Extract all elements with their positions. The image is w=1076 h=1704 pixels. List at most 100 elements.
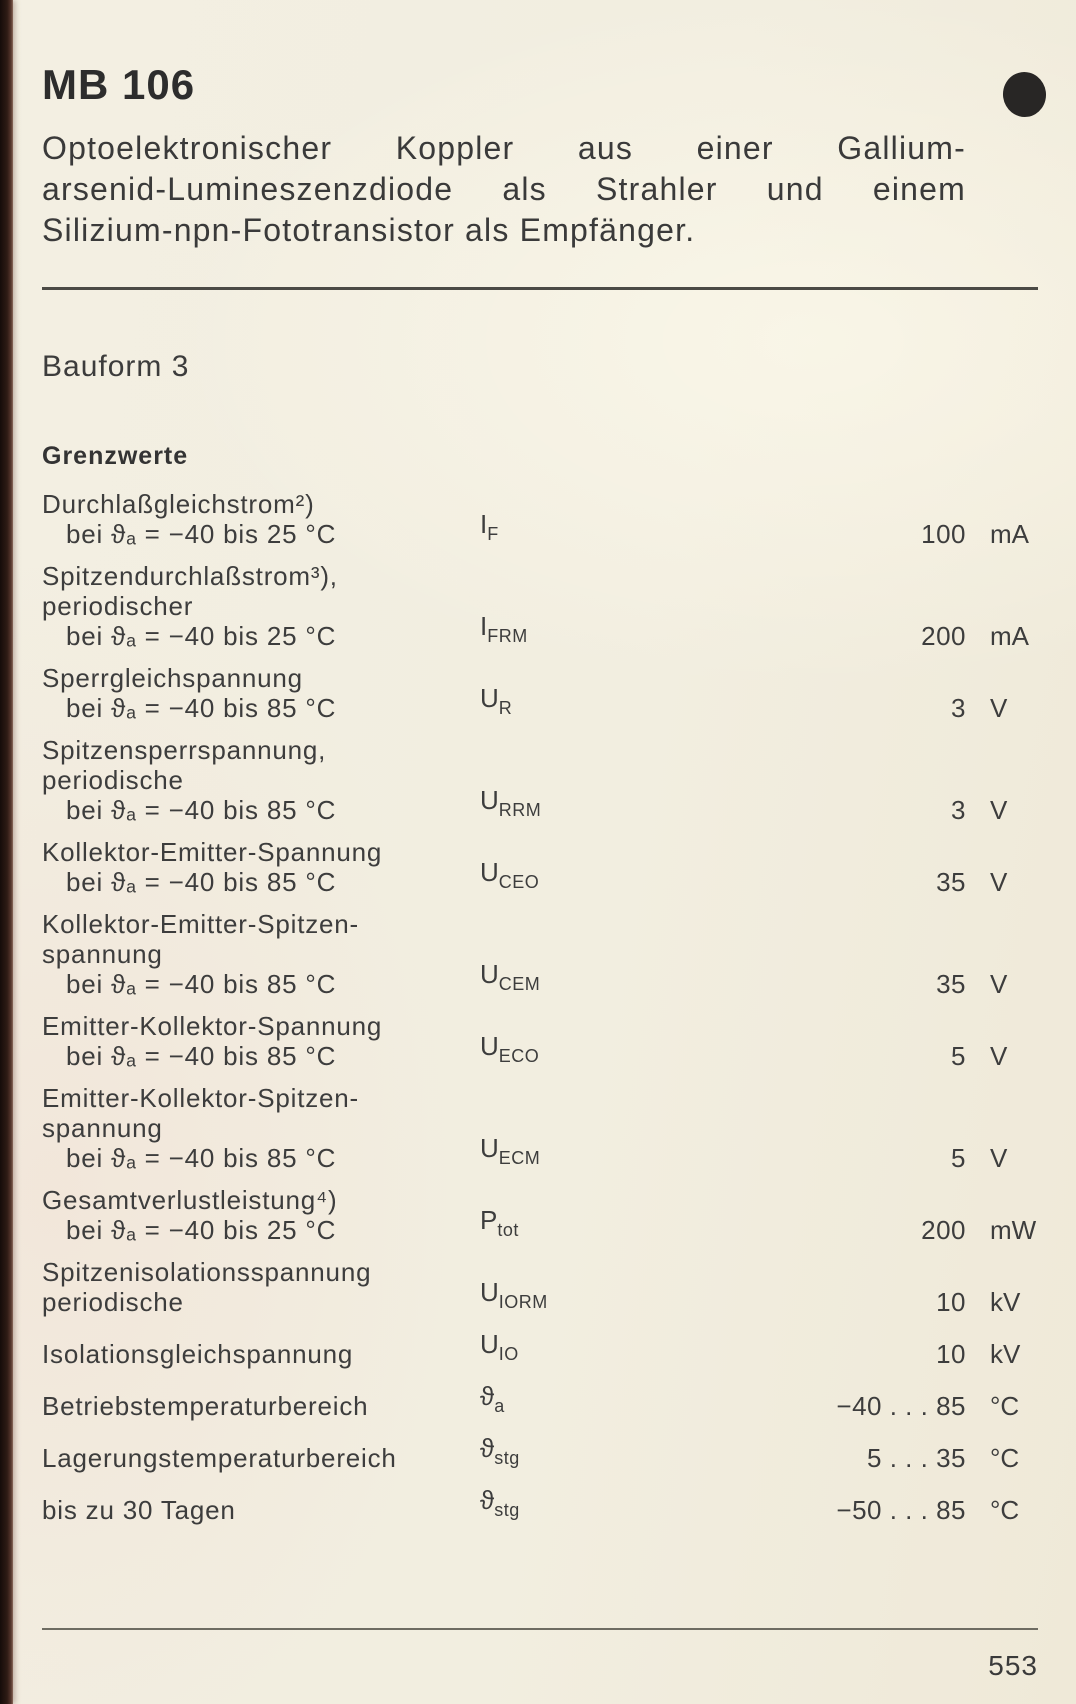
symbol-subscript: tot	[497, 1220, 519, 1240]
description-line: arsenid-Lumineszenzdiode als Strahler un…	[42, 171, 966, 207]
footer-divider	[42, 1628, 1038, 1630]
row-label: Spitzendurchlaßstrom³), periodischer bei ϑ…	[42, 561, 480, 651]
limits-table: Durchlaßgleichstrom²) bei ϑₐ = −40 bis 25…	[42, 489, 1046, 1525]
row-label: Kollektor-Emitter-Spitzen-spannung bei ϑₐ…	[42, 909, 480, 999]
symbol-main: U	[480, 1277, 499, 1307]
row-value: 10	[936, 1287, 966, 1317]
page-number: 553	[988, 1650, 1038, 1681]
row-label-line: Isolationsgleichspannung	[42, 1339, 354, 1369]
symbol-subscript: CEM	[498, 974, 541, 994]
page-title: MB 106	[42, 61, 196, 108]
row-value: 5	[951, 1143, 966, 1173]
row-label-line: bei ϑₐ = −40 bis 25 °C	[66, 1215, 337, 1245]
symbol-subscript: R	[498, 698, 513, 718]
symbol-subscript: IO	[498, 1344, 519, 1364]
row-unit: kV	[990, 1339, 1021, 1369]
row-label-line: Emitter-Kollektor-Spitzen-	[42, 1083, 359, 1113]
symbol-main: U	[480, 1133, 499, 1163]
row-label-line: Sperrgleichspannung	[42, 663, 303, 693]
row-unit: mW	[990, 1215, 1037, 1245]
row-symbol: URRM	[480, 785, 730, 825]
row-unit: °C	[990, 1391, 1020, 1421]
row-unit: V	[990, 795, 1008, 825]
row-label: Lagerungstemperaturbereich	[42, 1443, 480, 1473]
row-label-line: bei ϑₐ = −40 bis 85 °C	[66, 795, 337, 825]
row-label-line: spannung	[42, 939, 163, 969]
table-row: Gesamtverlustleistung⁴) bei ϑₐ = −40 bis …	[42, 1185, 1046, 1245]
symbol-main: I	[480, 611, 488, 641]
row-label-line: Gesamtverlustleistung⁴)	[42, 1185, 338, 1215]
row-label: Kollektor-Emitter-Spannung bei ϑₐ = −40 b…	[42, 837, 480, 897]
symbol-main: U	[480, 1031, 499, 1061]
row-symbol: UECM	[480, 1133, 730, 1173]
table-row: Emitter-Kollektor-Spannung bei ϑₐ = −40 b…	[42, 1011, 1046, 1071]
header-divider	[42, 287, 1038, 290]
row-value: 5	[951, 1041, 966, 1071]
row-unit: °C	[990, 1495, 1020, 1525]
row-label-line: bei ϑₐ = −40 bis 25 °C	[66, 519, 337, 549]
device-description: Optoelektronischer Koppler aus einer Gal…	[42, 128, 966, 251]
row-label: Emitter-Kollektor-Spannung bei ϑₐ = −40 b…	[42, 1011, 480, 1071]
row-symbol: ϑstg	[480, 1485, 730, 1525]
row-label-line: Spitzensperrspannung,	[42, 735, 327, 765]
row-value: −50 . . . 85	[836, 1495, 966, 1525]
symbol-subscript: ECO	[498, 1046, 540, 1066]
table-row: Emitter-Kollektor-Spitzen-spannung bei ϑₐ…	[42, 1083, 1046, 1173]
symbol-main: I	[480, 509, 488, 539]
table-row: Spitzendurchlaßstrom³), periodischer bei ϑ…	[42, 561, 1046, 651]
row-symbol: UIO	[480, 1329, 730, 1369]
row-value: 35	[936, 969, 966, 999]
row-value: 35	[936, 867, 966, 897]
row-value: 200	[921, 1215, 966, 1245]
row-label-line: Spitzendurchlaßstrom³),	[42, 561, 338, 591]
row-label-line: bis zu 30 Tagen	[42, 1495, 236, 1525]
row-label-line: Betriebstemperaturbereich	[42, 1391, 369, 1421]
row-value: −40 . . . 85	[836, 1391, 966, 1421]
row-label-line: bei ϑₐ = −40 bis 85 °C	[66, 969, 337, 999]
scan-gutter-edge	[0, 0, 13, 1704]
symbol-subscript: RRM	[498, 800, 542, 820]
row-value: 200	[921, 621, 966, 651]
row-value: 3	[951, 795, 966, 825]
row-symbol: UECO	[480, 1031, 730, 1071]
row-label: Isolationsgleichspannung	[42, 1339, 480, 1369]
row-label-line: periodische	[42, 1287, 184, 1317]
row-label: Spitzenisolationsspannung periodische	[42, 1257, 480, 1317]
row-label: Spitzensperrspannung, periodische bei ϑₐ =…	[42, 735, 480, 825]
row-symbol: IFRM	[480, 611, 730, 651]
row-label-line: Durchlaßgleichstrom²)	[42, 489, 315, 519]
row-symbol: Ptot	[480, 1205, 730, 1245]
row-value: 3	[951, 693, 966, 723]
table-row: Kollektor-Emitter-Spannung bei ϑₐ = −40 b…	[42, 837, 1046, 897]
row-unit: mA	[990, 519, 1029, 549]
table-row: Sperrgleichspannung bei ϑₐ = −40 bis 85 °…	[42, 663, 1046, 723]
symbol-main: U	[480, 959, 499, 989]
table-row: Betriebstemperaturbereich ϑa −40 . . . 85 °…	[42, 1381, 1046, 1421]
page-content: MB 106 Optoelektronischer Koppler aus ei…	[42, 61, 1046, 1525]
symbol-subscript: F	[487, 524, 499, 544]
table-row: Durchlaßgleichstrom²) bei ϑₐ = −40 bis 25…	[42, 489, 1046, 549]
symbol-subscript: ECM	[498, 1148, 541, 1168]
row-label: Emitter-Kollektor-Spitzen-spannung bei ϑₐ…	[42, 1083, 480, 1173]
row-symbol: UR	[480, 683, 730, 723]
table-row: Kollektor-Emitter-Spitzen-spannung bei ϑₐ…	[42, 909, 1046, 999]
table-row: Isolationsgleichspannung UIO 10 kV	[42, 1329, 1046, 1369]
grenzwerte-heading: Grenzwerte	[42, 442, 189, 470]
row-label-line: bei ϑₐ = −40 bis 85 °C	[66, 1143, 337, 1173]
row-label-line: Kollektor-Emitter-Spannung	[42, 837, 383, 867]
row-unit: V	[990, 867, 1008, 897]
row-label-line: periodische	[42, 765, 184, 795]
row-unit: V	[990, 693, 1008, 723]
row-label-line: bei ϑₐ = −40 bis 85 °C	[66, 1041, 337, 1071]
row-symbol: ϑstg	[480, 1433, 730, 1473]
row-label: bis zu 30 Tagen	[42, 1495, 480, 1525]
symbol-main: U	[480, 857, 499, 887]
row-label-line: Lagerungstemperaturbereich	[42, 1443, 397, 1473]
symbol-subscript: a	[494, 1396, 505, 1416]
symbol-subscript: stg	[494, 1448, 520, 1468]
row-label-line: periodischer	[42, 591, 194, 621]
description-line: Optoelektronischer Koppler aus einer Gal…	[42, 130, 966, 166]
row-label-line: bei ϑₐ = −40 bis 25 °C	[66, 621, 337, 651]
description-line: Silizium-npn-Fototransistor als Empfänge…	[42, 212, 696, 248]
